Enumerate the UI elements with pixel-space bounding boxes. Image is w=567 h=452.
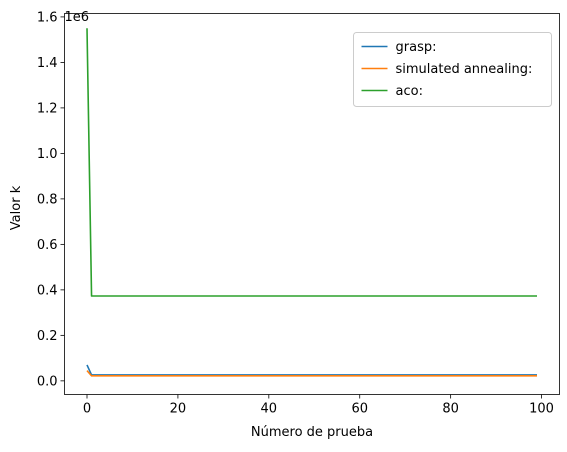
series-line-3 xyxy=(86,28,537,297)
y-tick-label: 0.6 xyxy=(37,238,58,253)
x-axis-label: Número de prueba xyxy=(251,425,373,440)
series-line-1 xyxy=(86,364,537,376)
y-axis-label: Valor k xyxy=(9,185,24,230)
y-tick-label: 0.0 xyxy=(37,374,58,389)
legend-box xyxy=(353,32,552,107)
x-tick-label: 100 xyxy=(529,402,554,417)
series-line-2 xyxy=(86,370,537,377)
legend-label-3: aco: xyxy=(396,84,423,99)
y-tick-label: 0.2 xyxy=(37,329,58,344)
x-axis-ticks: 0 20 40 60 80 100 xyxy=(83,394,554,417)
legend-label-1: grasp: xyxy=(396,40,437,55)
y-tick-label: 0.4 xyxy=(37,283,58,298)
plot-lines xyxy=(86,28,537,377)
x-tick-label: 0 xyxy=(83,402,91,417)
y-tick-label: 0.8 xyxy=(37,192,58,207)
y-axis-ticks: 0.0 0.2 0.4 0.6 0.8 1.0 1.2 1.4 1.6 xyxy=(37,10,65,389)
legend-label-2: simulated annealing: xyxy=(396,62,533,77)
legend: grasp: simulated annealing: aco: xyxy=(353,32,552,107)
y-axis-offset-label: 1e6 xyxy=(65,10,90,25)
y-tick-label: 1.2 xyxy=(37,101,58,116)
x-tick-label: 60 xyxy=(351,402,368,417)
x-tick-label: 40 xyxy=(261,402,278,417)
x-tick-label: 20 xyxy=(170,402,187,417)
x-tick-label: 80 xyxy=(442,402,459,417)
y-tick-label: 1.0 xyxy=(37,147,58,162)
y-tick-label: 1.4 xyxy=(37,56,58,71)
y-tick-label: 1.6 xyxy=(37,10,58,25)
axes-frame xyxy=(64,13,560,395)
